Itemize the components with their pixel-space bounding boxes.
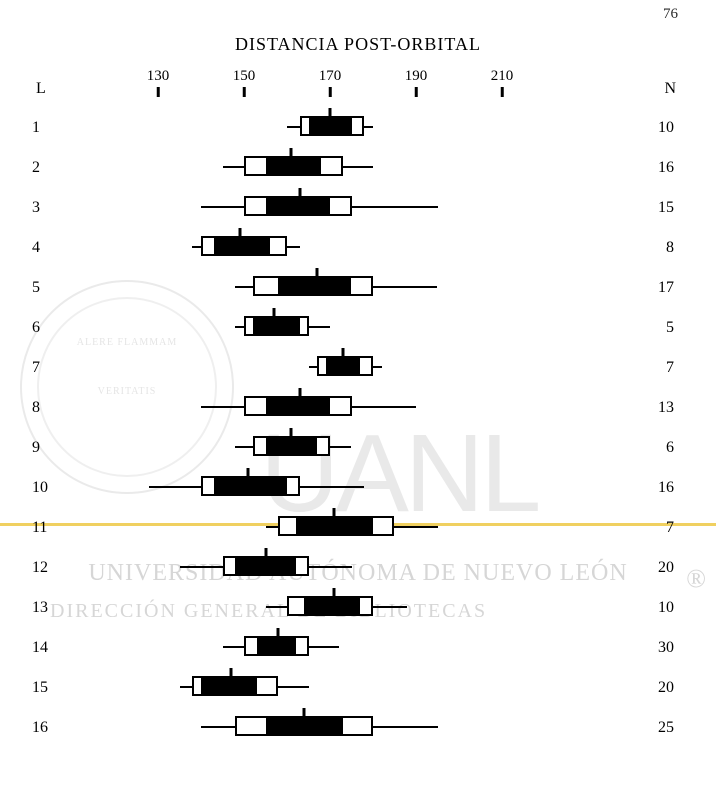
row-label-N: 10 — [658, 119, 674, 137]
row-label-L: 14 — [32, 639, 48, 657]
row-label-N: 8 — [666, 239, 674, 257]
watermark-registered: ® — [686, 564, 706, 594]
boxplot-chart: 130 150 170 190 210 — [115, 68, 545, 788]
box-inner — [266, 716, 343, 736]
mean-tick — [230, 668, 233, 679]
box-inner — [296, 516, 373, 536]
row-label-L: 6 — [32, 319, 40, 337]
row-label-L: 9 — [32, 439, 40, 457]
box-inner — [266, 436, 318, 456]
row-label-L: 12 — [32, 559, 48, 577]
mean-tick — [290, 148, 293, 159]
row-label-N: 25 — [658, 719, 674, 737]
page-number: 76 — [663, 6, 678, 23]
row-label-L: 15 — [32, 679, 48, 697]
boxplot-row — [115, 115, 545, 139]
box-inner — [278, 276, 351, 296]
row-label-N: 16 — [658, 159, 674, 177]
chart-title: DISTANCIA POST-ORBITAL — [0, 34, 716, 55]
row-label-L: 4 — [32, 239, 40, 257]
box-inner — [266, 396, 331, 416]
mean-tick — [277, 628, 280, 639]
row-label-L: 1 — [32, 119, 40, 137]
column-header-L: L — [36, 80, 46, 98]
row-label-N: 16 — [658, 479, 674, 497]
mean-tick — [298, 388, 301, 399]
row-label-N: 15 — [658, 199, 674, 217]
axis-tick: 150 — [233, 68, 256, 97]
axis-tick: 210 — [491, 68, 514, 97]
box-inner — [266, 196, 331, 216]
box-inner — [309, 116, 352, 136]
mean-tick — [264, 548, 267, 559]
box-inner — [253, 316, 300, 336]
mean-tick — [273, 308, 276, 319]
box-inner — [235, 556, 295, 576]
box-inner — [214, 236, 270, 256]
boxplot-row — [115, 595, 545, 619]
row-label-N: 6 — [666, 439, 674, 457]
boxplot-row — [115, 235, 545, 259]
boxplot-row — [115, 515, 545, 539]
boxplot-row — [115, 635, 545, 659]
box-inner — [326, 356, 360, 376]
box-inner — [201, 676, 257, 696]
mean-tick — [298, 188, 301, 199]
row-label-N: 10 — [658, 599, 674, 617]
row-label-N: 5 — [666, 319, 674, 337]
row-label-L: 10 — [32, 479, 48, 497]
row-label-L: 13 — [32, 599, 48, 617]
row-label-L: 7 — [32, 359, 40, 377]
row-label-L: 16 — [32, 719, 48, 737]
boxplot-row — [115, 315, 545, 339]
row-label-N: 20 — [658, 679, 674, 697]
row-label-L: 3 — [32, 199, 40, 217]
row-label-L: 5 — [32, 279, 40, 297]
mean-tick — [247, 468, 250, 479]
row-label-N: 13 — [658, 399, 674, 417]
boxplot-row — [115, 195, 545, 219]
axis-tick: 130 — [147, 68, 170, 97]
mean-tick — [333, 588, 336, 599]
boxplot-row — [115, 715, 545, 739]
boxplot-row — [115, 395, 545, 419]
mean-tick — [290, 428, 293, 439]
boxplot-row — [115, 155, 545, 179]
mean-tick — [303, 708, 306, 719]
mean-tick — [341, 348, 344, 359]
boxplot-row — [115, 275, 545, 299]
boxplot-row — [115, 435, 545, 459]
row-label-N: 20 — [658, 559, 674, 577]
mean-tick — [238, 228, 241, 239]
row-label-N: 30 — [658, 639, 674, 657]
row-label-N: 7 — [666, 519, 674, 537]
row-label-L: 8 — [32, 399, 40, 417]
boxplot-row — [115, 355, 545, 379]
row-label-L: 2 — [32, 159, 40, 177]
boxplot-row — [115, 675, 545, 699]
axis-tick: 190 — [405, 68, 428, 97]
mean-tick — [329, 108, 332, 119]
box-inner — [266, 156, 322, 176]
box-inner — [257, 636, 296, 656]
row-label-N: 17 — [658, 279, 674, 297]
box-inner — [304, 596, 360, 616]
row-label-N: 7 — [666, 359, 674, 377]
axis-tick: 170 — [319, 68, 342, 97]
column-header-N: N — [664, 80, 676, 98]
mean-tick — [316, 268, 319, 279]
row-label-L: 11 — [32, 519, 47, 537]
boxplot-row — [115, 475, 545, 499]
boxplot-row — [115, 555, 545, 579]
box-inner — [214, 476, 287, 496]
mean-tick — [333, 508, 336, 519]
